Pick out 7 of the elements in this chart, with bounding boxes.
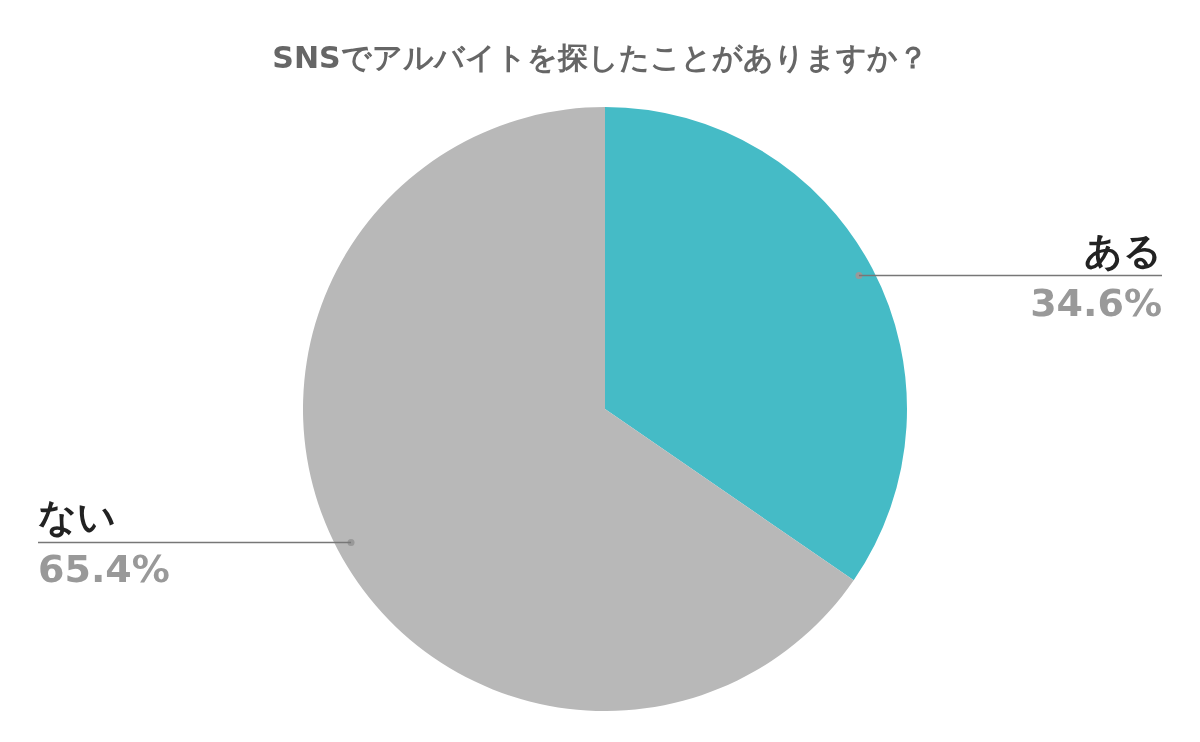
chart-title: SNSでアルバイトを探したことがありますか？	[272, 40, 928, 75]
slice-label: ない	[38, 495, 116, 540]
data-label: 65.4%	[38, 547, 170, 592]
data-label: 34.6%	[1030, 280, 1162, 325]
pie-slice	[605, 107, 907, 581]
slice-label: ある	[1084, 228, 1162, 273]
pie-slice	[303, 107, 854, 711]
